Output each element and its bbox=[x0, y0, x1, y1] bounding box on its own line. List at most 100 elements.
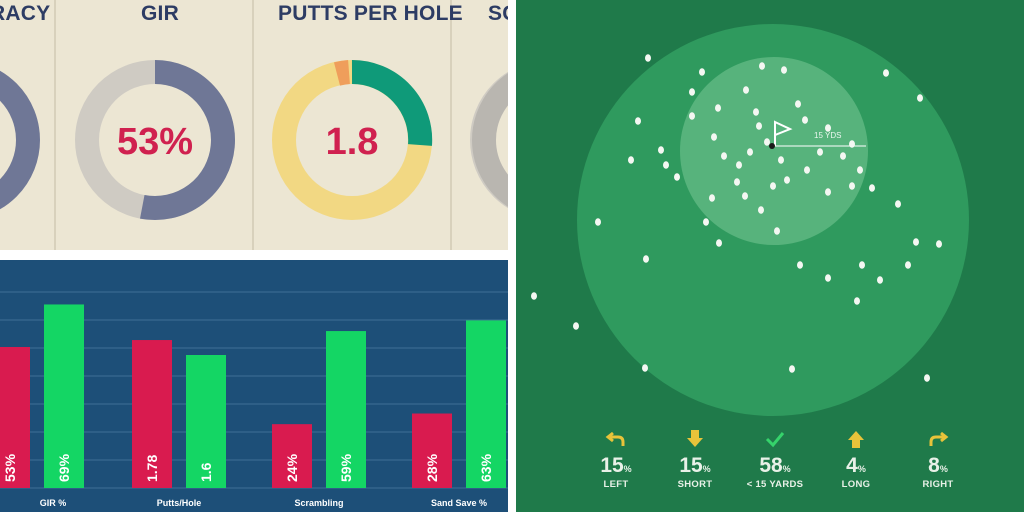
shot-dot bbox=[635, 117, 641, 125]
shot-dot bbox=[795, 100, 801, 108]
shot-dot bbox=[645, 54, 651, 62]
scrambling-header: SC bbox=[488, 2, 508, 25]
shot-dot bbox=[869, 184, 875, 192]
category-label: Putts/Hole bbox=[157, 498, 202, 508]
shot-dispersion-panel: 15 YDS 15% LEFT 15% SHORT 58% bbox=[516, 0, 1024, 512]
comparison-bar-chart: 53% 69% GIR % 1.78 1.6 Putts/Hole 24% 59% Scramb… bbox=[0, 260, 508, 512]
distance-label: 15 YDS bbox=[814, 131, 841, 140]
shot-dot bbox=[883, 69, 889, 77]
bar-after-3 bbox=[466, 320, 506, 488]
gir-donut bbox=[75, 60, 235, 220]
stat-short: 15% SHORT bbox=[650, 428, 740, 490]
stat-within-15-yards-unit: % bbox=[782, 464, 791, 474]
gir-header: GIR bbox=[141, 2, 179, 25]
shot-dot bbox=[789, 365, 795, 373]
shot-dot bbox=[859, 261, 865, 269]
shot-dot bbox=[689, 112, 695, 120]
bar-value-label: 1.6 bbox=[198, 462, 214, 482]
shot-dot bbox=[736, 161, 742, 169]
stat-left-value: 15 bbox=[600, 454, 624, 477]
flag-icon bbox=[769, 120, 793, 149]
shot-dot bbox=[778, 156, 784, 164]
shot-dot bbox=[784, 176, 790, 184]
donut-stats-panel: RACY GIR PUTTS PER HOLE SC 53% 1.8 bbox=[0, 0, 508, 250]
category-label: Sand Save % bbox=[431, 498, 487, 508]
gir-arc bbox=[140, 60, 235, 220]
shot-dot bbox=[781, 66, 787, 74]
shot-dot bbox=[804, 166, 810, 174]
shot-dot bbox=[854, 297, 860, 305]
stat-short-value: 15 bbox=[679, 454, 703, 477]
stat-left-unit: % bbox=[623, 464, 632, 474]
stat-short-label: SHORT bbox=[677, 479, 713, 490]
stat-long-unit: % bbox=[857, 464, 866, 474]
scrambling-donut bbox=[470, 71, 508, 209]
shot-dot bbox=[711, 133, 717, 141]
shot-dot bbox=[825, 124, 831, 132]
accuracy-header: RACY bbox=[0, 2, 51, 25]
arrow-down-icon bbox=[650, 428, 740, 450]
bar-after-2 bbox=[326, 331, 366, 488]
shot-dot bbox=[716, 239, 722, 247]
shot-dots bbox=[531, 54, 942, 382]
shot-dot bbox=[840, 152, 846, 160]
stat-short-unit: % bbox=[702, 464, 711, 474]
shot-dot bbox=[699, 68, 705, 76]
shot-dot bbox=[895, 200, 901, 208]
shot-dot bbox=[764, 138, 770, 146]
shot-dot bbox=[825, 188, 831, 196]
bar-value-label: 63% bbox=[478, 453, 494, 482]
shot-dot bbox=[905, 261, 911, 269]
shot-dot bbox=[756, 122, 762, 130]
shot-dot bbox=[721, 152, 727, 160]
bar-value-label: 69% bbox=[56, 453, 72, 482]
shot-dot bbox=[663, 161, 669, 169]
shot-dot bbox=[936, 240, 942, 248]
stat-right-label: RIGHT bbox=[922, 479, 954, 490]
putts-arc-one bbox=[351, 59, 433, 146]
shot-dot bbox=[753, 108, 759, 116]
bar-after-1 bbox=[186, 355, 226, 488]
accuracy-donut bbox=[0, 70, 40, 210]
shot-dot bbox=[658, 146, 664, 154]
bar-before-1 bbox=[132, 340, 172, 488]
bar-before-2 bbox=[272, 424, 312, 488]
stat-long: 4% LONG bbox=[811, 428, 901, 490]
shot-dot bbox=[742, 192, 748, 200]
shot-dot bbox=[573, 322, 579, 330]
stat-within-15-yards: 58% < 15 YARDS bbox=[730, 428, 820, 490]
stat-within-15-yards-label: < 15 YARDS bbox=[746, 479, 804, 490]
shot-dot bbox=[877, 276, 883, 284]
stat-right: 8% RIGHT bbox=[893, 428, 983, 490]
shot-dot bbox=[924, 374, 930, 382]
putts-per-hole-header: PUTTS PER HOLE bbox=[278, 2, 463, 25]
stat-right-value: 8 bbox=[928, 454, 940, 477]
gir-value: 53% bbox=[116, 121, 194, 163]
bar-after-0 bbox=[44, 304, 84, 488]
arrow-back-left-icon bbox=[571, 428, 661, 450]
bar-value-label: 1.78 bbox=[144, 455, 160, 482]
shot-dot bbox=[743, 86, 749, 94]
stat-left-label: LEFT bbox=[603, 479, 629, 490]
stat-right-unit: % bbox=[939, 464, 948, 474]
column-divider bbox=[252, 0, 254, 250]
shot-dot bbox=[747, 148, 753, 156]
shot-dot bbox=[715, 104, 721, 112]
shot-dot bbox=[628, 156, 634, 164]
shot-dot bbox=[734, 178, 740, 186]
shot-dot bbox=[917, 94, 923, 102]
bar-value-label: 24% bbox=[284, 453, 300, 482]
bar-value-label: 59% bbox=[338, 453, 354, 482]
stat-within-15-yards-value: 58 bbox=[759, 454, 783, 477]
putts-value: 1.8 bbox=[325, 121, 379, 163]
column-divider bbox=[450, 0, 452, 250]
shot-dot bbox=[595, 218, 601, 226]
shot-dot bbox=[759, 62, 765, 70]
shot-dot bbox=[703, 218, 709, 226]
shot-dot bbox=[913, 238, 919, 246]
shot-dot bbox=[857, 166, 863, 174]
shot-dot bbox=[531, 292, 537, 300]
bar-value-label: 28% bbox=[424, 453, 440, 482]
shot-dot bbox=[709, 194, 715, 202]
shot-dot bbox=[849, 182, 855, 190]
